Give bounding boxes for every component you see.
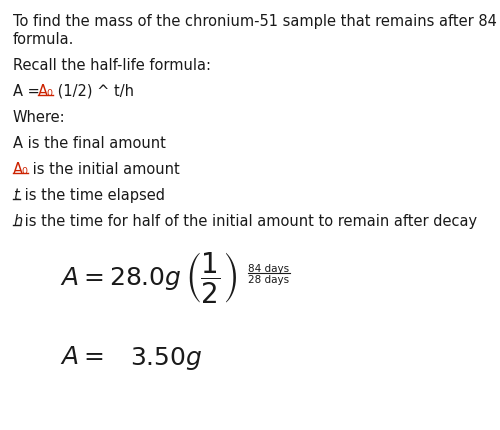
Text: 28 days: 28 days xyxy=(248,274,289,284)
Text: is the time for half of the initial amount to remain after decay: is the time for half of the initial amou… xyxy=(20,214,477,228)
Text: Recall the half-life formula:: Recall the half-life formula: xyxy=(13,58,211,73)
Text: (1/2) ^ t/h: (1/2) ^ t/h xyxy=(53,84,134,99)
Text: h: h xyxy=(13,214,22,228)
Text: $3.50g$: $3.50g$ xyxy=(130,344,202,371)
Text: 84 days: 84 days xyxy=(248,264,289,273)
Text: t: t xyxy=(13,187,19,203)
Text: formula.: formula. xyxy=(13,32,74,47)
Text: is the time elapsed: is the time elapsed xyxy=(20,187,165,203)
Text: Where:: Where: xyxy=(13,110,66,125)
Text: A₀: A₀ xyxy=(13,162,29,177)
Text: is the initial amount: is the initial amount xyxy=(28,162,180,177)
Text: $A =$: $A =$ xyxy=(60,344,104,368)
Text: $A = 28.0g$: $A = 28.0g$ xyxy=(60,264,182,291)
Text: A =: A = xyxy=(13,84,44,99)
Text: A₀: A₀ xyxy=(38,84,54,99)
Text: $\left(\dfrac{1}{2}\right)$: $\left(\dfrac{1}{2}\right)$ xyxy=(185,250,237,305)
Text: To find the mass of the chronium-51 sample that remains after 84 days, we can us: To find the mass of the chronium-51 samp… xyxy=(13,14,500,29)
Text: A is the final amount: A is the final amount xyxy=(13,136,166,150)
